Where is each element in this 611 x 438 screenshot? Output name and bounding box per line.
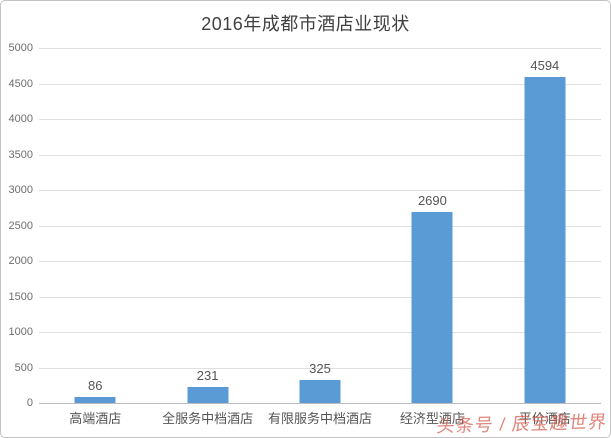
category-label: 平价酒店 bbox=[518, 411, 571, 426]
y-tick-label: 1000 bbox=[8, 326, 33, 338]
y-tick-label: 4500 bbox=[8, 77, 33, 90]
gridline bbox=[39, 48, 601, 49]
x-axis-line bbox=[39, 403, 601, 404]
gridline bbox=[39, 332, 601, 333]
bar-平价酒店 bbox=[524, 76, 566, 403]
bar-slot: 4594 平价酒店 bbox=[489, 48, 601, 426]
gridline bbox=[39, 225, 601, 227]
value-label: 86 bbox=[87, 377, 103, 393]
bar-slot: 325 有限服务中档酒店 bbox=[264, 48, 376, 426]
plot-area: 86 高端酒店 231 全服务中档酒店 325 有限服务中档酒店 2690 经济型酒店 4594… bbox=[39, 48, 601, 426]
y-tick-label: 3000 bbox=[8, 184, 33, 196]
gridline bbox=[39, 83, 601, 85]
y-tick-label: 2500 bbox=[8, 219, 33, 232]
y-tick-label: 4000 bbox=[8, 113, 33, 125]
category-label: 高端酒店 bbox=[69, 411, 122, 426]
value-label: 4594 bbox=[530, 57, 560, 73]
value-label: 231 bbox=[196, 367, 219, 383]
gridline bbox=[39, 367, 601, 369]
gridline bbox=[39, 296, 601, 298]
category-label: 全服务中档酒店 bbox=[162, 411, 254, 426]
bar-slots: 86 高端酒店 231 全服务中档酒店 325 有限服务中档酒店 2690 经济型酒店 4594… bbox=[39, 48, 601, 426]
bar-高端酒店 bbox=[74, 396, 116, 403]
bar-slot: 86 高端酒店 bbox=[39, 48, 151, 426]
bar-slot: 231 全服务中档酒店 bbox=[151, 48, 263, 426]
category-label: 有限服务中档酒店 bbox=[268, 411, 373, 426]
bar-slot: 2690 经济型酒店 bbox=[376, 48, 488, 426]
bar-有限服务中档酒店 bbox=[299, 379, 341, 403]
value-label: 325 bbox=[309, 360, 331, 376]
y-tick-label: 2000 bbox=[8, 255, 33, 267]
value-label: 2690 bbox=[417, 193, 447, 209]
y-tick-label: 5000 bbox=[8, 42, 33, 54]
bar-经济型酒店 bbox=[411, 212, 453, 403]
y-tick-label: 1500 bbox=[8, 290, 33, 303]
y-tick-label: 500 bbox=[14, 361, 33, 374]
gridline bbox=[39, 119, 601, 120]
y-tick-label: 3500 bbox=[8, 148, 33, 161]
category-label: 经济型酒店 bbox=[399, 411, 465, 426]
gridline bbox=[39, 261, 601, 262]
bar-全服务中档酒店 bbox=[187, 386, 229, 403]
gridline bbox=[39, 154, 601, 156]
chart-title: 2016年成都市酒店业现状 bbox=[201, 14, 410, 34]
gridline bbox=[39, 190, 601, 191]
y-tick-label: 0 bbox=[26, 397, 33, 409]
